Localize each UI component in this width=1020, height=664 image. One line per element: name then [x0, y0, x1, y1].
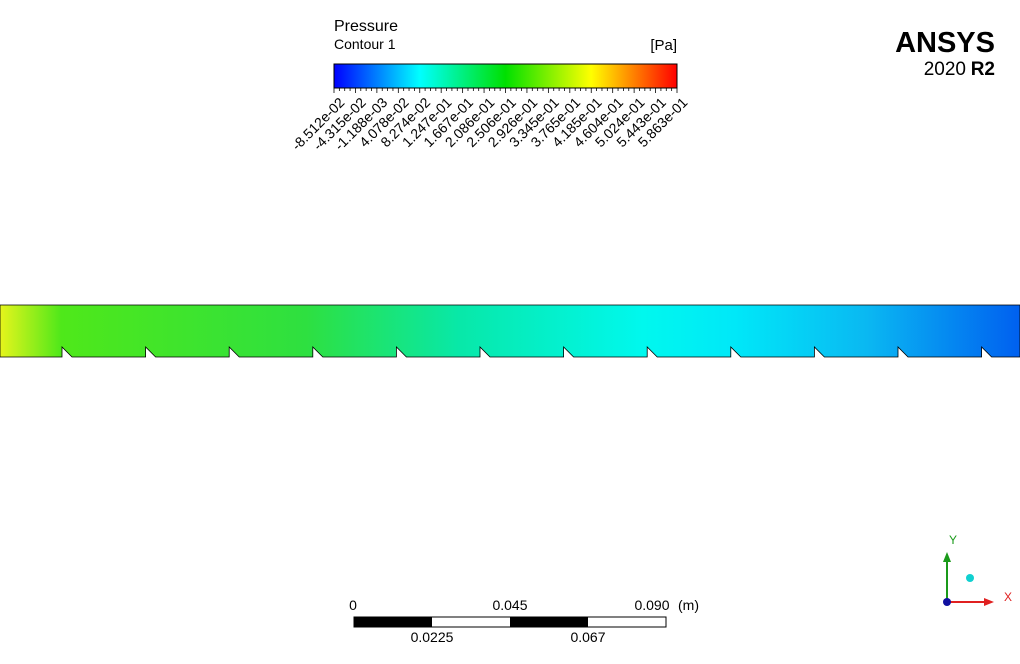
legend-unit: [Pa]	[650, 37, 677, 54]
x-axis-head	[984, 598, 994, 606]
contour-domain	[0, 304, 1020, 358]
x-axis-label: X	[1004, 590, 1012, 604]
logo-version: 2020	[924, 59, 966, 80]
legend-title: Pressure	[334, 18, 398, 35]
y-axis-head	[943, 552, 951, 562]
scale-unit: (m)	[678, 597, 699, 613]
color-bar-ticks: -8.512e-02-4.315e-02-1.188e-034.078e-028…	[288, 88, 691, 153]
scale-bar-segment	[510, 617, 588, 627]
scale-bar: 0 0.045 0.090 (m) 0.0225 0.067	[349, 597, 699, 645]
view-dot	[966, 574, 974, 582]
scale-label: 0.045	[492, 597, 527, 613]
scale-label: 0.067	[570, 629, 605, 645]
scale-label: 0.090	[634, 597, 669, 613]
axis-triad: Y X	[943, 533, 1012, 606]
color-bar	[333, 63, 678, 89]
logo-release: R2	[971, 59, 995, 80]
z-axis-dot	[943, 598, 951, 606]
scale-bar-segment	[354, 617, 432, 627]
y-axis-label: Y	[949, 533, 957, 547]
logo-brand: ANSYS	[895, 27, 995, 59]
scale-label: 0.0225	[411, 629, 454, 645]
legend-subtitle: Contour 1	[334, 36, 396, 52]
scale-label: 0	[349, 597, 357, 613]
